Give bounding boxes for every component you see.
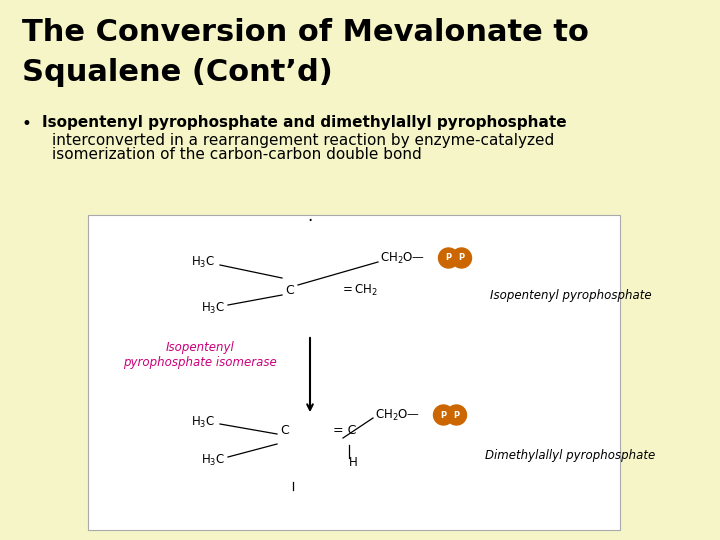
Bar <box>88 215 620 530</box>
Text: Dimethylallyl pyrophosphate: Dimethylallyl pyrophosphate <box>485 449 655 462</box>
Text: $\mathdefault{CH_2O}$—: $\mathdefault{CH_2O}$— <box>375 408 420 422</box>
Circle shape <box>433 405 454 425</box>
Text: Isopentenyl pyrophosphate and dimethylallyl pyrophosphate: Isopentenyl pyrophosphate and dimethylal… <box>42 115 567 130</box>
Text: P: P <box>446 253 451 262</box>
Text: = C: = C <box>333 423 356 436</box>
Text: Isopentenyl
pyrophosphate isomerase: Isopentenyl pyrophosphate isomerase <box>123 341 277 369</box>
Circle shape <box>451 248 472 268</box>
Text: $\mathdefault{H_3C}$: $\mathdefault{H_3C}$ <box>191 254 215 269</box>
Text: interconverted in a rearrangement reaction by enzyme-catalyzed: interconverted in a rearrangement reacti… <box>52 133 554 148</box>
Text: $\mathdefault{= CH_2}$: $\mathdefault{= CH_2}$ <box>340 282 378 298</box>
Text: P: P <box>441 410 446 420</box>
Text: P: P <box>459 253 464 262</box>
Circle shape <box>438 248 459 268</box>
Text: Squalene (Cont’d): Squalene (Cont’d) <box>22 58 333 87</box>
Circle shape <box>446 405 467 425</box>
Text: isomerization of the carbon-carbon double bond: isomerization of the carbon-carbon doubl… <box>52 147 422 162</box>
Text: $\mathdefault{H_3C}$: $\mathdefault{H_3C}$ <box>191 415 215 429</box>
Text: Isopentenyl pyrophosphate: Isopentenyl pyrophosphate <box>490 288 652 301</box>
Text: C: C <box>281 423 289 436</box>
Text: $\mathdefault{H_3C}$: $\mathdefault{H_3C}$ <box>201 300 225 315</box>
Text: P: P <box>454 410 459 420</box>
Text: •: • <box>22 115 32 133</box>
Text: .: . <box>307 207 312 225</box>
Text: The Conversion of Mevalonate to: The Conversion of Mevalonate to <box>22 18 589 47</box>
Text: $\mathdefault{CH_2O}$—: $\mathdefault{CH_2O}$— <box>380 251 426 266</box>
Text: H: H <box>348 456 357 469</box>
Text: C: C <box>286 284 294 296</box>
Text: $\mathdefault{H_3C}$: $\mathdefault{H_3C}$ <box>201 453 225 468</box>
